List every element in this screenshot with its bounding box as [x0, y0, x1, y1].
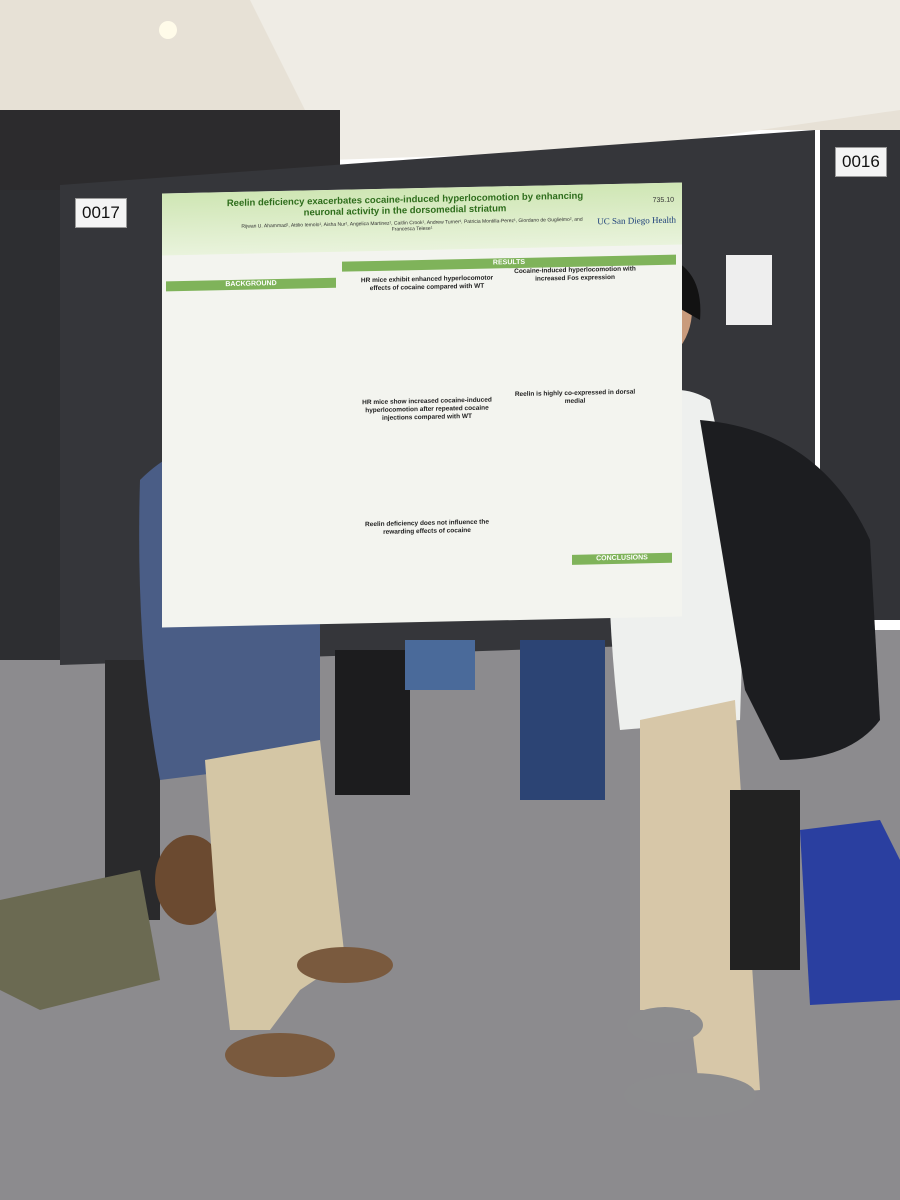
section-heading: Cocaine-induced hyperlocomotion with inc… — [514, 265, 636, 283]
person-legs — [520, 640, 605, 800]
board-number: 0016 — [835, 147, 887, 177]
bag — [730, 790, 800, 970]
poster-logo: UC San Diego Health — [597, 214, 676, 227]
section-heading: Reelin deficiency does not influence the… — [365, 518, 489, 536]
ceiling-panel — [250, 0, 900, 160]
poster-authors: Rijwan U. Ahammad¹, Attilio Iemolo¹, Ais… — [241, 216, 583, 233]
section-heading: HR mice show increased cocaine-induced h… — [362, 396, 492, 422]
section-heading: HR mice exhibit enhanced hyperlocomotor … — [360, 274, 494, 293]
bag — [800, 820, 900, 1005]
shoe — [624, 1073, 756, 1117]
shoe — [627, 1007, 703, 1043]
board-number: 0017 — [75, 198, 127, 228]
shoe — [225, 1033, 335, 1077]
backpack — [700, 420, 880, 760]
person-legs — [335, 650, 410, 795]
section-bar: BACKGROUND — [166, 277, 336, 292]
bag — [155, 835, 225, 925]
qr-sign — [726, 255, 772, 325]
light — [159, 21, 177, 39]
poster-header: Reelin deficiency exacerbates cocaine-in… — [162, 182, 682, 256]
section-heading: Reelin is highly co-expressed in dorsal … — [514, 388, 636, 406]
bag — [0, 870, 160, 1010]
poster-title: Reelin deficiency exacerbates cocaine-in… — [226, 190, 584, 219]
poster: Reelin deficiency exacerbates cocaine-in… — [162, 182, 682, 628]
section-bar: CONCLUSIONS — [572, 552, 672, 565]
person-legs — [405, 640, 475, 690]
poster-number: 735.10 — [652, 196, 674, 205]
shoe — [297, 947, 393, 983]
